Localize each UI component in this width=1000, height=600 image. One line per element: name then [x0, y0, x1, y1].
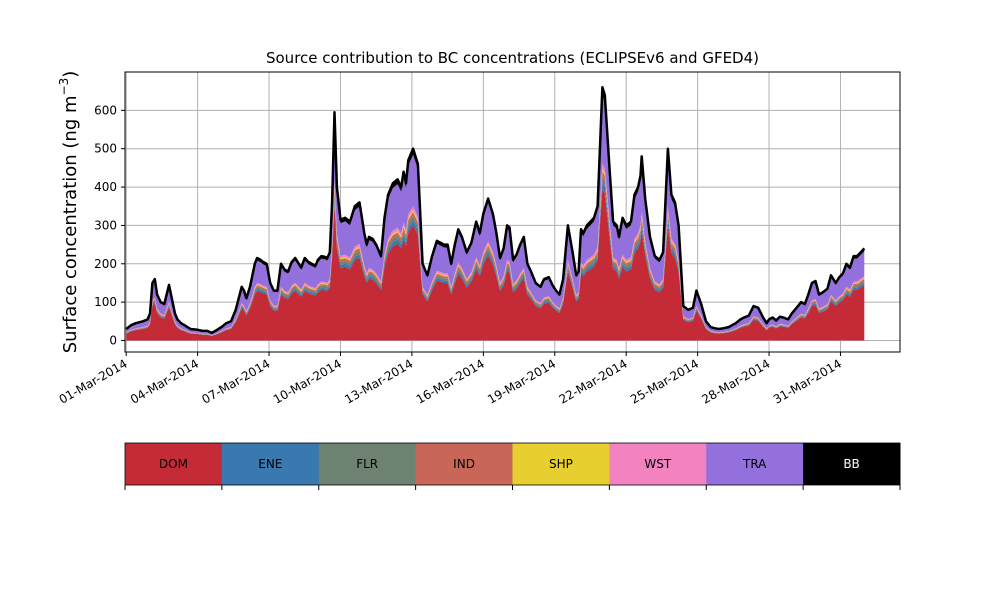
y-axis-label: Surface concentration (ng m−3): [57, 71, 81, 354]
y-tick-label: 300: [94, 218, 117, 232]
y-tick-label: 500: [94, 142, 117, 156]
legend-swatch-tra: [706, 443, 804, 485]
legend-swatch-bb: [803, 443, 901, 485]
x-tick-label: 25-Mar-2014: [628, 356, 701, 406]
chart-title: Source contribution to BC concentrations…: [266, 49, 759, 67]
x-tick-label: 01-Mar-2014: [57, 356, 130, 406]
legend-swatch-ene: [221, 443, 320, 485]
area-tra: [126, 94, 865, 336]
x-tick-label: 16-Mar-2014: [414, 356, 487, 406]
y-tick-label: 600: [94, 103, 117, 117]
legend-label-dom: DOM: [159, 457, 188, 471]
x-tick-label: 10-Mar-2014: [271, 356, 344, 406]
x-tick-label: 31-Mar-2014: [771, 356, 844, 406]
y-axis-label-main: Surface concentration (ng m: [60, 95, 81, 353]
legend-label-shp: SHP: [549, 457, 573, 471]
colorbar-legend: DOM ENE FLR IND SHP WST TRA BB: [124, 442, 901, 490]
legend-swatch-wst: [609, 443, 707, 485]
legend-label-flr: FLR: [356, 457, 378, 471]
x-tick-label: 04-Mar-2014: [128, 356, 201, 406]
y-axis-label-close: ): [60, 71, 81, 78]
legend-swatch-shp: [512, 443, 610, 485]
x-tick-label: 19-Mar-2014: [485, 356, 558, 406]
plot-frame: [124, 71, 901, 353]
legend-label-wst: WST: [644, 457, 671, 471]
x-tick-label: 22-Mar-2014: [557, 356, 630, 406]
stacked-areas: [126, 87, 865, 341]
x-tick-label: 28-Mar-2014: [699, 356, 772, 406]
total-series-line: [125, 86, 866, 335]
y-axis-ticks: 0 100 200 300 400 500 600: [94, 103, 125, 347]
x-axis-ticks: 01-Mar-201404-Mar-201407-Mar-201410-Mar-…: [57, 352, 844, 407]
x-tick-label: 13-Mar-2014: [342, 356, 415, 406]
legend-label-ene: ENE: [258, 457, 282, 471]
y-tick-label: 0: [109, 333, 117, 347]
y-tick-label: 400: [94, 180, 117, 194]
legend-label-ind: IND: [453, 457, 475, 471]
legend-swatch-flr: [318, 443, 417, 485]
legend-label-bb: BB: [843, 457, 859, 471]
legend-swatch-dom: [125, 443, 223, 485]
y-tick-label: 100: [94, 295, 117, 309]
area-dom: [126, 188, 865, 341]
y-axis-label-sup: −3: [57, 78, 71, 96]
legend-swatch-ind: [415, 443, 513, 485]
y-tick-label: 200: [94, 257, 117, 271]
x-tick-label: 07-Mar-2014: [199, 356, 272, 406]
legend-label-tra: TRA: [742, 457, 767, 471]
